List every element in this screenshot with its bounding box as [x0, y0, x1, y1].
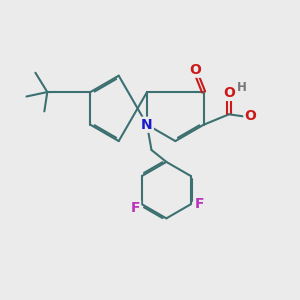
Text: F: F [130, 201, 140, 215]
Text: F: F [194, 197, 204, 211]
Text: O: O [223, 86, 235, 100]
Text: O: O [244, 109, 256, 123]
Text: H: H [237, 81, 247, 94]
Text: N: N [141, 118, 153, 132]
Text: O: O [189, 63, 201, 77]
